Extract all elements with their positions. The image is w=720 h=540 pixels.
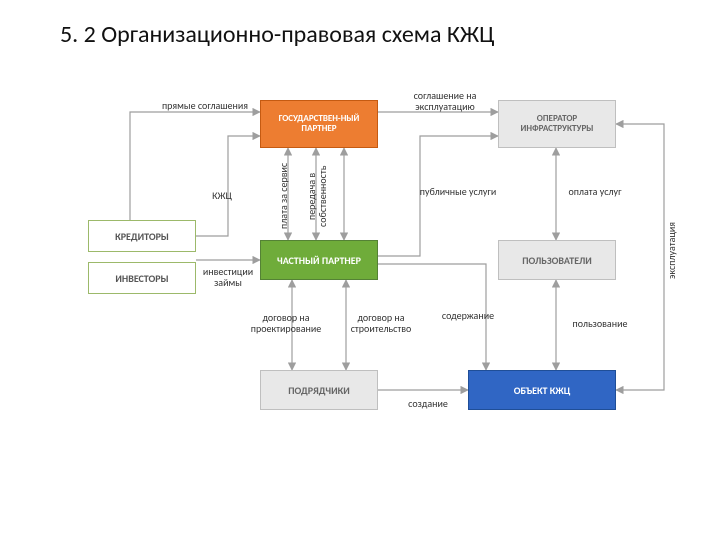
label-operation: эксплуатация xyxy=(666,200,677,300)
label-investments-loans: инвестиции займы xyxy=(196,266,260,288)
node-label: ГОСУДАРСТВЕН-НЫЙ ПАРТНЕР xyxy=(261,112,377,136)
diagram-canvas: ГОСУДАРСТВЕН-НЫЙ ПАРТНЕР ОПЕРАТОР ИНФРАС… xyxy=(0,0,720,540)
node-label: КРЕДИТОРЫ xyxy=(111,229,173,244)
edge-e-oper xyxy=(616,124,664,390)
node-private-partner: ЧАСТНЫЙ ПАРТНЕР xyxy=(260,240,378,280)
label-ownership-transfer: передача в собственность xyxy=(306,152,328,240)
label-service-payment: плата за сервис xyxy=(278,156,289,236)
label-use: пользование xyxy=(560,318,640,329)
edge-e-kzhc xyxy=(196,136,260,236)
node-operator: ОПЕРАТОР ИНФРАСТРУКТУРЫ xyxy=(498,100,616,148)
node-label: ОБЪЕКТ КЖЦ xyxy=(510,383,575,398)
node-users: ПОЛЬЗОВАТЕЛИ xyxy=(498,240,616,280)
label-service-fee: оплата услуг xyxy=(560,186,630,197)
label-design-contract: договор на проектирование xyxy=(238,312,334,334)
label-build-contract: договор на строительство xyxy=(336,312,426,334)
node-object: ОБЪЕКТ КЖЦ xyxy=(468,370,616,410)
node-investors: ИНВЕСТОРЫ xyxy=(88,262,196,294)
label-kzhc: КЖЦ xyxy=(204,190,240,201)
label-operation-agreement: соглашение на эксплуатацию xyxy=(398,90,492,112)
label-direct-agreements: прямые соглашения xyxy=(150,100,260,111)
node-government-partner: ГОСУДАРСТВЕН-НЫЙ ПАРТНЕР xyxy=(260,100,378,148)
label-maintenance: содержание xyxy=(430,310,506,321)
node-label: ПОДРЯДЧИКИ xyxy=(284,383,354,398)
node-creditors: КРЕДИТОРЫ xyxy=(88,220,196,252)
label-public-services: публичные услуги xyxy=(418,186,498,197)
edge-e-direct xyxy=(130,112,260,220)
node-label: ЧАСТНЫЙ ПАРТНЕР xyxy=(273,253,365,268)
node-label: ПОЛЬЗОВАТЕЛИ xyxy=(518,253,596,268)
node-contractors: ПОДРЯДЧИКИ xyxy=(260,370,378,410)
node-label: ОПЕРАТОР ИНФРАСТРУКТУРЫ xyxy=(499,112,615,136)
label-creation: создание xyxy=(398,398,458,409)
node-label: ИНВЕСТОРЫ xyxy=(111,271,172,286)
